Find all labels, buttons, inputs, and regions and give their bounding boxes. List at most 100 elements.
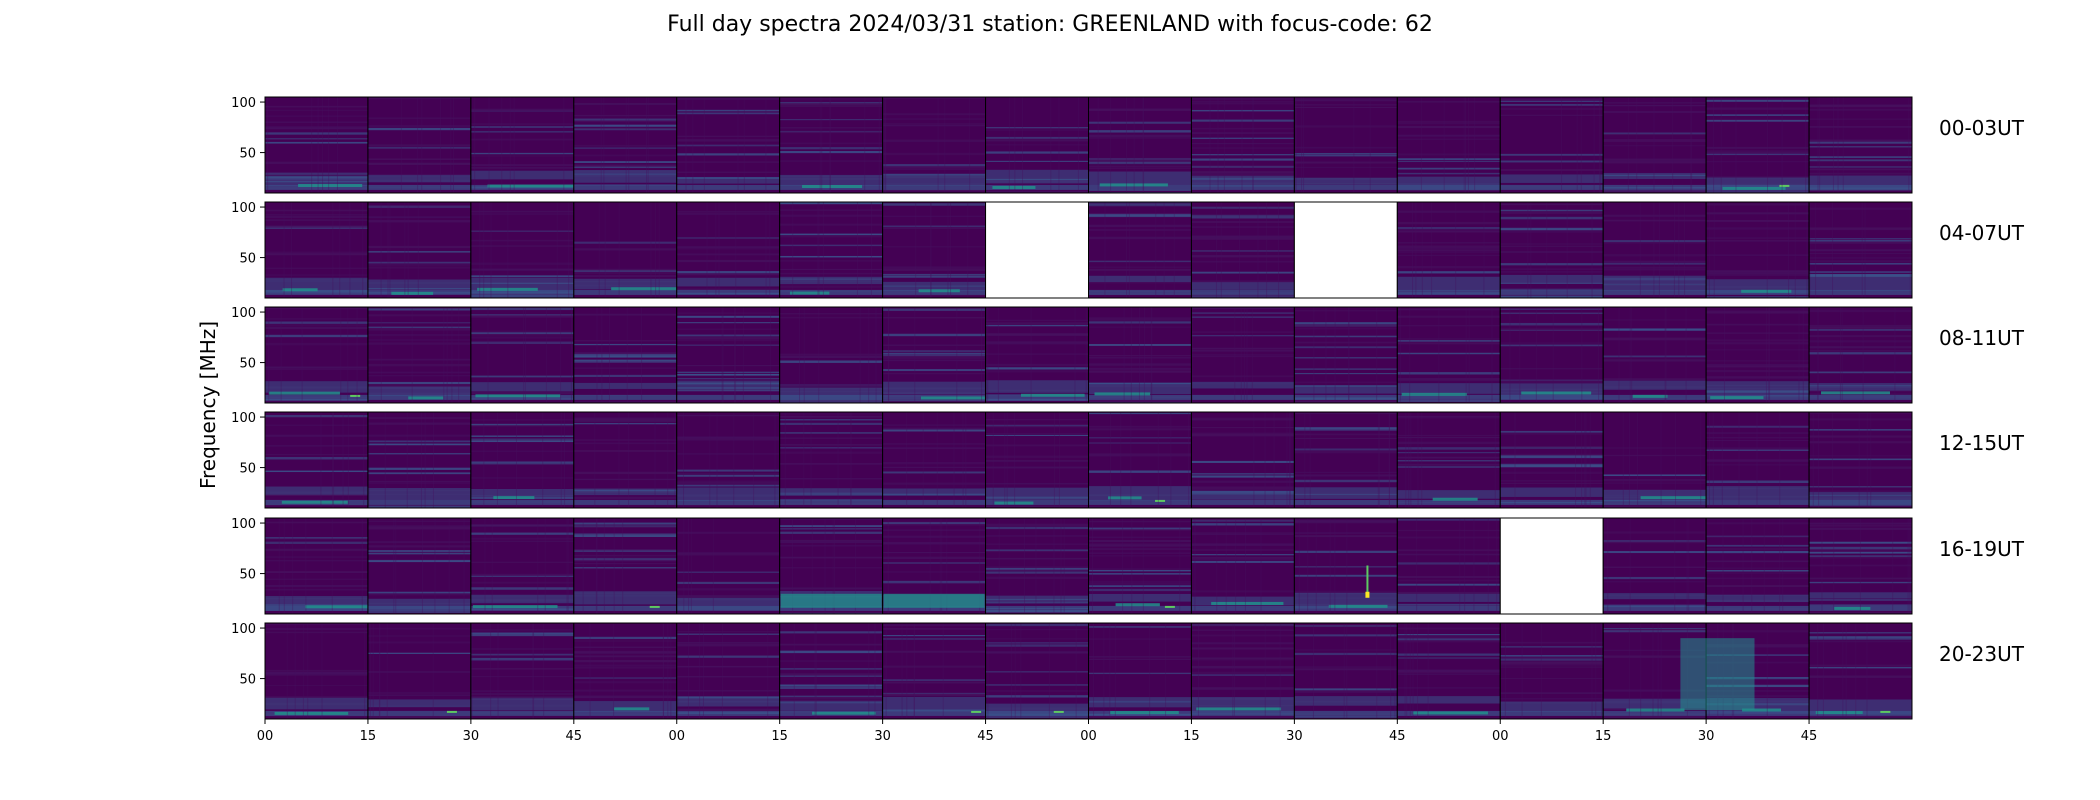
spectrum-panel — [367, 202, 471, 298]
missing-panel — [1294, 202, 1398, 298]
spectrum-panel — [573, 307, 677, 403]
spectrum-panel — [367, 307, 471, 403]
spectrum-panel — [1088, 307, 1192, 403]
spectrum-panel — [1500, 623, 1604, 719]
spectrum-panel — [1603, 97, 1707, 193]
x-tick-label: 45 — [977, 729, 994, 744]
broadband-band — [883, 593, 985, 608]
x-tick-label: 00 — [668, 729, 685, 744]
panel-frame — [1808, 96, 1913, 194]
spectrum-panel — [573, 202, 677, 298]
spectrum-panel — [1294, 623, 1398, 719]
spectrum-panel — [1500, 97, 1604, 193]
x-tick-label: 30 — [1286, 729, 1303, 744]
missing-panel — [1500, 518, 1604, 614]
spectrum-panel — [470, 623, 574, 719]
x-tick-label: 00 — [1492, 729, 1509, 744]
spectrum-panel — [1191, 97, 1295, 193]
spectrum-panel — [265, 518, 368, 614]
row-label: 16-19UT — [1939, 537, 2025, 561]
panel-frame — [1808, 306, 1913, 404]
spectrum-panel — [1809, 623, 1912, 719]
spectrum-panel — [882, 623, 986, 719]
y-tick-label: 100 — [231, 411, 256, 426]
x-tick-label: 15 — [1183, 729, 1200, 744]
y-tick-label: 50 — [239, 462, 256, 477]
row-label: 20-23UT — [1939, 642, 2025, 666]
spectrum-panel — [1500, 202, 1604, 298]
burst-peak — [1365, 591, 1370, 598]
y-tick-label: 50 — [239, 673, 256, 688]
x-tick-label: 30 — [874, 729, 891, 744]
spectrum-panel — [1603, 307, 1707, 403]
spectrum-panel — [985, 518, 1089, 614]
x-tick-label: 45 — [1389, 729, 1406, 744]
y-tick-label: 100 — [231, 306, 256, 321]
y-tick-label: 100 — [231, 201, 256, 216]
spectrum-panel — [265, 202, 368, 298]
spectrum-panel — [1809, 518, 1912, 614]
spectrum-panel — [1706, 97, 1810, 193]
spectrum-panel — [1294, 518, 1398, 614]
spectrum-panel — [1397, 518, 1501, 614]
spectrum-panel — [1397, 202, 1501, 298]
spectrum-panel — [1809, 412, 1912, 508]
chart-title: Full day spectra 2024/03/31 station: GRE… — [667, 12, 1433, 37]
spectrum-panel — [779, 202, 883, 298]
spectrum-panel — [1706, 307, 1810, 403]
spectrum-panel — [265, 623, 368, 719]
spectrum-panel — [1706, 412, 1810, 508]
spectrum-panel — [985, 623, 1089, 719]
x-tick-label: 30 — [463, 729, 480, 744]
spectrum-panel — [882, 307, 986, 403]
spectrum-panel — [985, 97, 1089, 193]
spectrum-panel — [882, 97, 986, 193]
spectrum-panel — [1809, 202, 1912, 298]
row-label: 08-11UT — [1939, 326, 2025, 350]
y-tick-label: 50 — [239, 568, 256, 583]
spectrum-panel — [573, 623, 677, 719]
spectrum-panel — [573, 412, 677, 508]
spectrum-panel — [1809, 307, 1912, 403]
spectrum-panel — [985, 412, 1089, 508]
spectrum-panel — [367, 412, 471, 508]
broadband-band — [780, 593, 882, 608]
spectrum-panel — [676, 97, 780, 193]
spectrum-panel — [1191, 307, 1295, 403]
spectrum-panel — [1500, 307, 1604, 403]
spectrum-panel — [1088, 623, 1192, 719]
x-tick-label: 45 — [566, 729, 583, 744]
spectrum-panel — [265, 412, 368, 508]
spectrum-panel — [1603, 518, 1707, 614]
spectra-row — [264, 622, 1913, 720]
x-tick-label: 15 — [771, 729, 788, 744]
spectrum-panel — [1191, 412, 1295, 508]
spectrum-panel — [882, 202, 986, 298]
y-tick-label: 100 — [231, 622, 256, 637]
x-tick-label: 30 — [1698, 729, 1715, 744]
spectrum-panel — [676, 202, 780, 298]
spectrum-panel — [573, 97, 677, 193]
spectrum-panel — [1706, 202, 1810, 298]
spectrum-panel — [1397, 412, 1501, 508]
spectrum-panel — [882, 412, 986, 508]
row-label: 04-07UT — [1939, 221, 2025, 245]
spectrum-panel — [779, 623, 883, 719]
spectrum-panel — [985, 307, 1089, 403]
x-tick-label: 45 — [1801, 729, 1818, 744]
missing-panel — [985, 202, 1089, 298]
spectrum-panel — [1294, 307, 1398, 403]
spectrum-panel — [1088, 97, 1192, 193]
wideband-block — [1680, 638, 1755, 711]
spectrum-panel — [676, 518, 780, 614]
y-tick-label: 50 — [239, 147, 256, 162]
spectrum-panel — [470, 518, 574, 614]
spectrum-panel — [1191, 202, 1295, 298]
y-tick-label: 50 — [239, 357, 256, 372]
spectrum-panel — [470, 202, 574, 298]
row-label: 12-15UT — [1939, 431, 2025, 455]
spectra-row — [264, 96, 1913, 194]
spectra-row — [264, 201, 1913, 299]
